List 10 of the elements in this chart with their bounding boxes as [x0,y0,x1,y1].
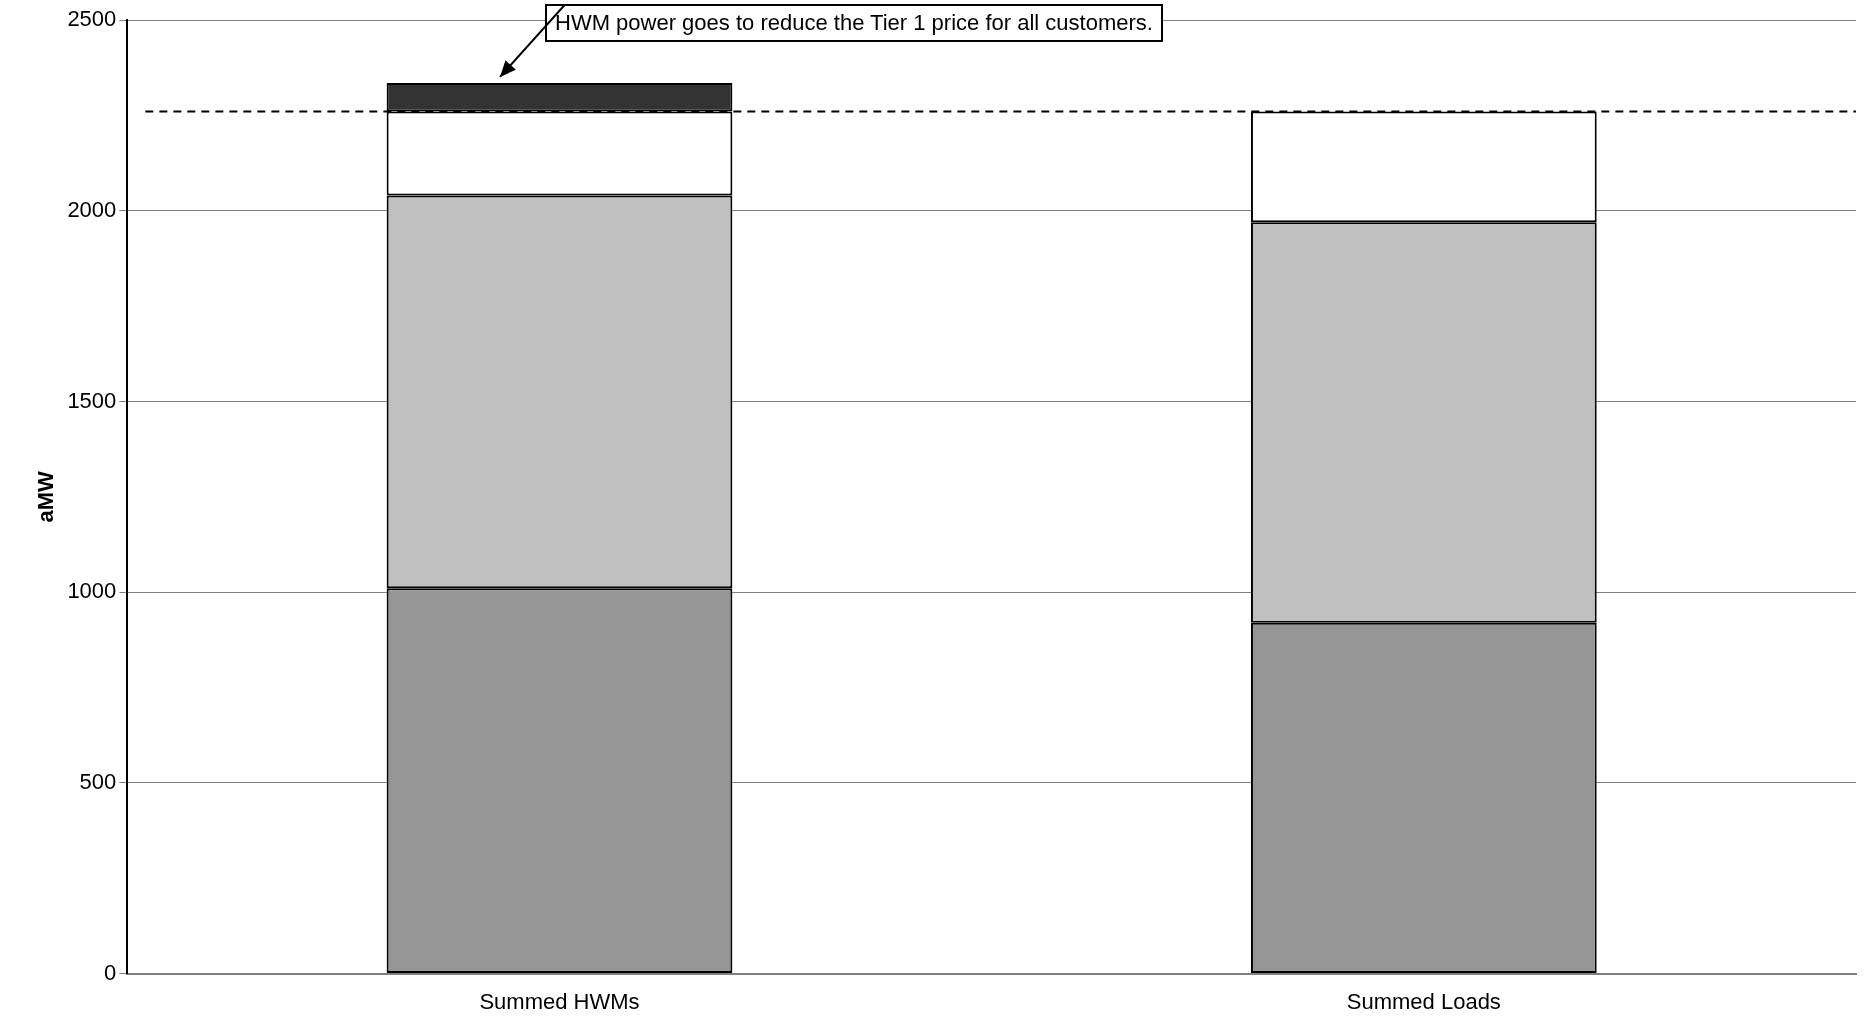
x-tick-label: Summed HWMs [479,988,640,1014]
y-tick-label: 500 [79,768,117,794]
y-tick-label: 2000 [67,196,117,222]
y-tick-label: 1000 [67,578,117,604]
x-tick-label: Summed Loads [1346,988,1501,1014]
y-tick-label: 1500 [67,387,117,413]
y-tick-label: 0 [104,959,117,985]
y-axis-title: aMW [33,470,59,523]
y-tick-label: 2500 [67,6,117,32]
annotation: HWM power goes to reduce the Tier 1 price for all customers. [545,4,1163,42]
